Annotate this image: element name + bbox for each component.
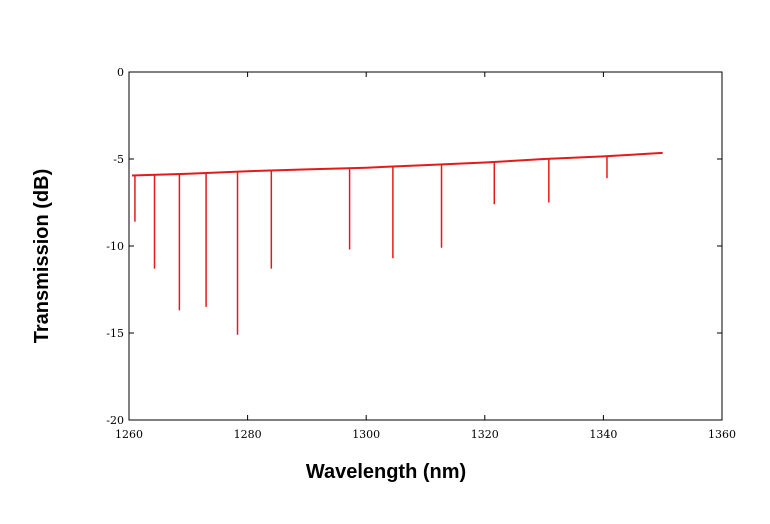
axis-ticks — [128, 71, 723, 421]
x-axis-title: Wavelength (nm) — [306, 461, 466, 483]
plot-frame — [128, 71, 723, 421]
y-tick-label: -15 — [106, 327, 124, 340]
x-tick-label: 1360 — [708, 428, 736, 441]
series-line-baseline — [131, 151, 663, 177]
x-tick-label: 1300 — [352, 428, 380, 441]
x-tick-label: 1340 — [589, 428, 617, 441]
y-tick-label: -5 — [113, 153, 124, 166]
y-tick-label: 0 — [117, 66, 124, 79]
y-tick-label: -10 — [106, 240, 124, 253]
y-axis-title: Transmission (dB) — [31, 169, 53, 343]
tick-labels: 1260 1280 1300 1320 1340 1360 0 -5 -10 -15 -20 — [106, 66, 736, 441]
x-tick-label: 1280 — [234, 428, 262, 441]
x-tick-label: 1320 — [471, 428, 499, 441]
y-tick-label: -20 — [106, 414, 124, 427]
data-marks — [131, 151, 663, 335]
x-tick-label: 1260 — [115, 428, 143, 441]
